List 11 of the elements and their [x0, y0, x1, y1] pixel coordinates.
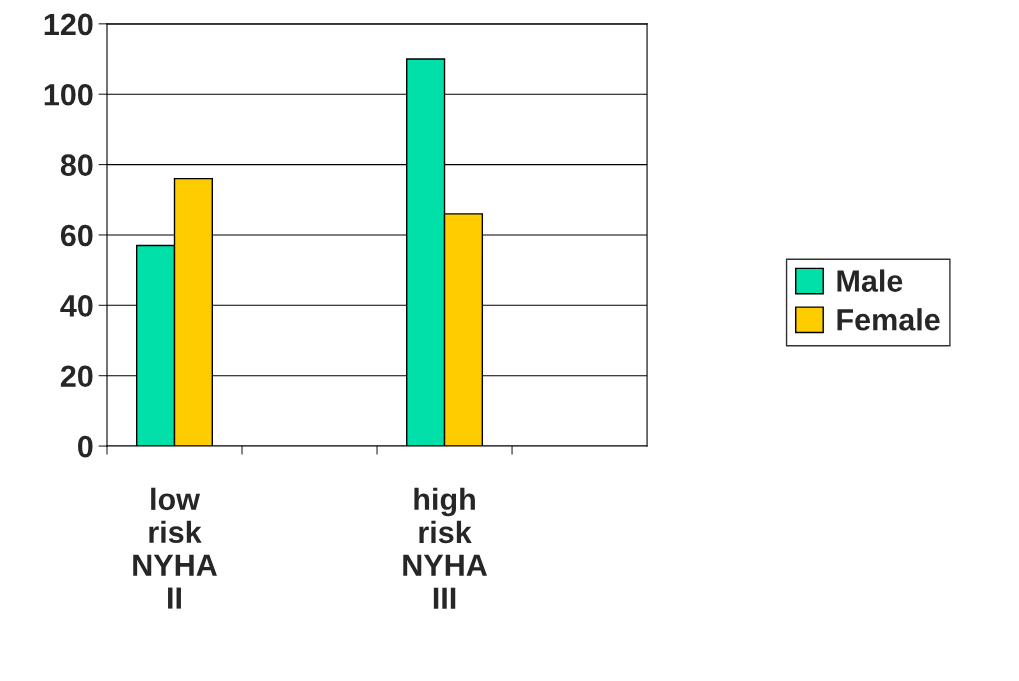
x-tick-label: low risk NYHA II [133, 487, 217, 609]
y-tick-label: 60 [60, 224, 93, 247]
y-tick-label: 20 [60, 365, 93, 388]
y-tick-label: 40 [60, 295, 93, 317]
y-tick-label: 120 [44, 13, 93, 36]
legend-label: Female [837, 308, 940, 331]
y-tick-label: 100 [44, 83, 93, 106]
legend-label: Male [837, 269, 903, 292]
y-tick-label: 0 [78, 435, 93, 458]
y-tick-label: 80 [60, 154, 93, 176]
x-tick-label: high risk NYHA III [403, 487, 488, 609]
